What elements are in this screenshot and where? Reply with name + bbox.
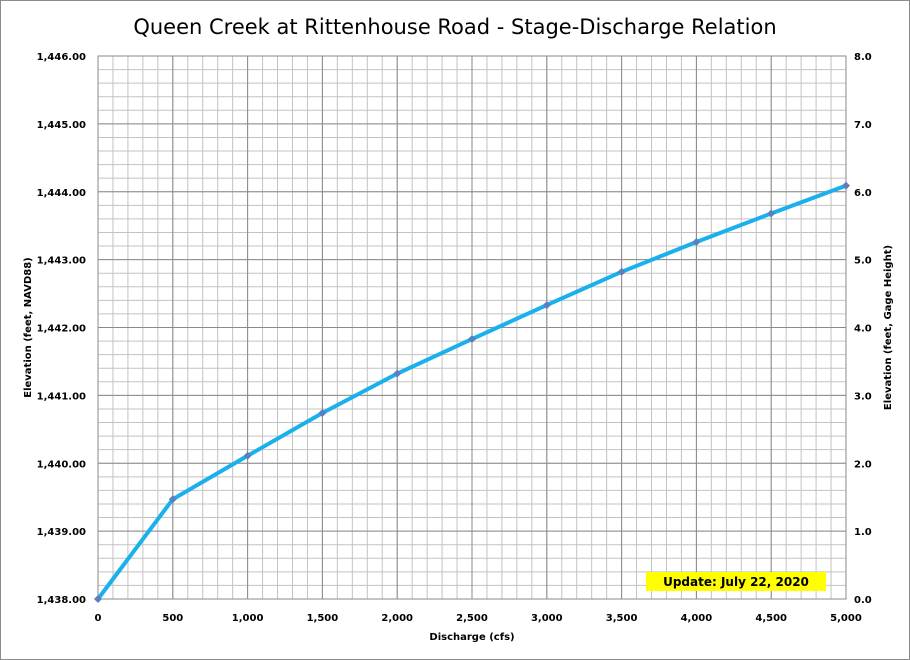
data-point-marker — [243, 451, 252, 460]
secondary-y-axis-label: Elevation (feet, Gage Height) — [883, 245, 894, 410]
x-tick-label: 1,500 — [307, 613, 339, 624]
y2-tick-label: 4.0 — [854, 324, 872, 335]
x-axis-ticks: 0 500 1,000 1,500 2,000 2,500 3,000 3,500 4,000 4… — [95, 613, 862, 624]
data-point-marker — [168, 495, 177, 504]
data-point-marker — [617, 267, 626, 276]
data-point-marker — [767, 209, 776, 218]
y-tick-label: 1,442.00 — [37, 324, 86, 335]
x-axis-label: Discharge (cfs) — [429, 632, 514, 643]
x-tick-label: 500 — [162, 613, 183, 624]
plot-border — [97, 55, 847, 600]
x-tick-label: 3,500 — [606, 613, 638, 624]
y2-tick-label: 1.0 — [854, 527, 872, 538]
y-tick-label: 1,444.00 — [37, 188, 86, 199]
y-axis-ticks: 1,438.00 1,439.00 1,440.00 1,441.00 1,442.00… — [37, 52, 86, 606]
y-tick-label: 1,445.00 — [37, 120, 86, 131]
chart-title: Queen Creek at Rittenhouse Road - Stage-… — [133, 15, 776, 39]
x-tick-label: 4,500 — [755, 613, 787, 624]
y2-tick-label: 6.0 — [854, 188, 872, 199]
update-badge-background — [646, 572, 826, 591]
data-point-marker — [94, 595, 102, 603]
data-point-marker — [692, 237, 701, 246]
data-point-marker — [318, 409, 327, 418]
y-tick-label: 1,446.00 — [37, 52, 86, 63]
y2-tick-label: 5.0 — [854, 256, 872, 267]
y2-tick-label: 8.0 — [854, 52, 872, 63]
y-tick-label: 1,439.00 — [37, 527, 86, 538]
y-axis-label: Elevation (feet, NAVD88) — [23, 257, 34, 398]
y2-tick-label: 3.0 — [854, 391, 872, 402]
series-markers — [94, 181, 850, 603]
x-tick-label: 4,000 — [681, 613, 713, 624]
x-tick-label: 5,000 — [830, 613, 862, 624]
x-tick-label: 3,000 — [531, 613, 563, 624]
x-tick-label: 1,000 — [232, 613, 264, 624]
secondary-y-axis-ticks: 0.0 1.0 2.0 3.0 4.0 5.0 6.0 7.0 8.0 — [854, 52, 872, 606]
y2-tick-label: 0.0 — [854, 595, 872, 606]
x-tick-label: 0 — [95, 613, 102, 624]
x-tick-label: 2,500 — [456, 613, 488, 624]
data-point-marker — [842, 181, 850, 190]
y2-tick-label: 7.0 — [854, 120, 872, 131]
update-badge-text: Update: July 22, 2020 — [663, 575, 809, 589]
update-badge: Update: July 22, 2020 — [646, 572, 826, 591]
plot-border-rect — [97, 55, 847, 600]
x-tick-label: 2,000 — [381, 613, 413, 624]
data-point-marker — [393, 369, 402, 378]
data-point-marker — [468, 335, 476, 344]
data-point-marker — [542, 301, 551, 310]
y-tick-label: 1,440.00 — [37, 459, 86, 470]
y2-tick-label: 2.0 — [854, 459, 872, 470]
y-tick-label: 1,438.00 — [37, 595, 86, 606]
y-tick-label: 1,443.00 — [37, 256, 86, 267]
y-tick-label: 1,441.00 — [37, 391, 86, 402]
